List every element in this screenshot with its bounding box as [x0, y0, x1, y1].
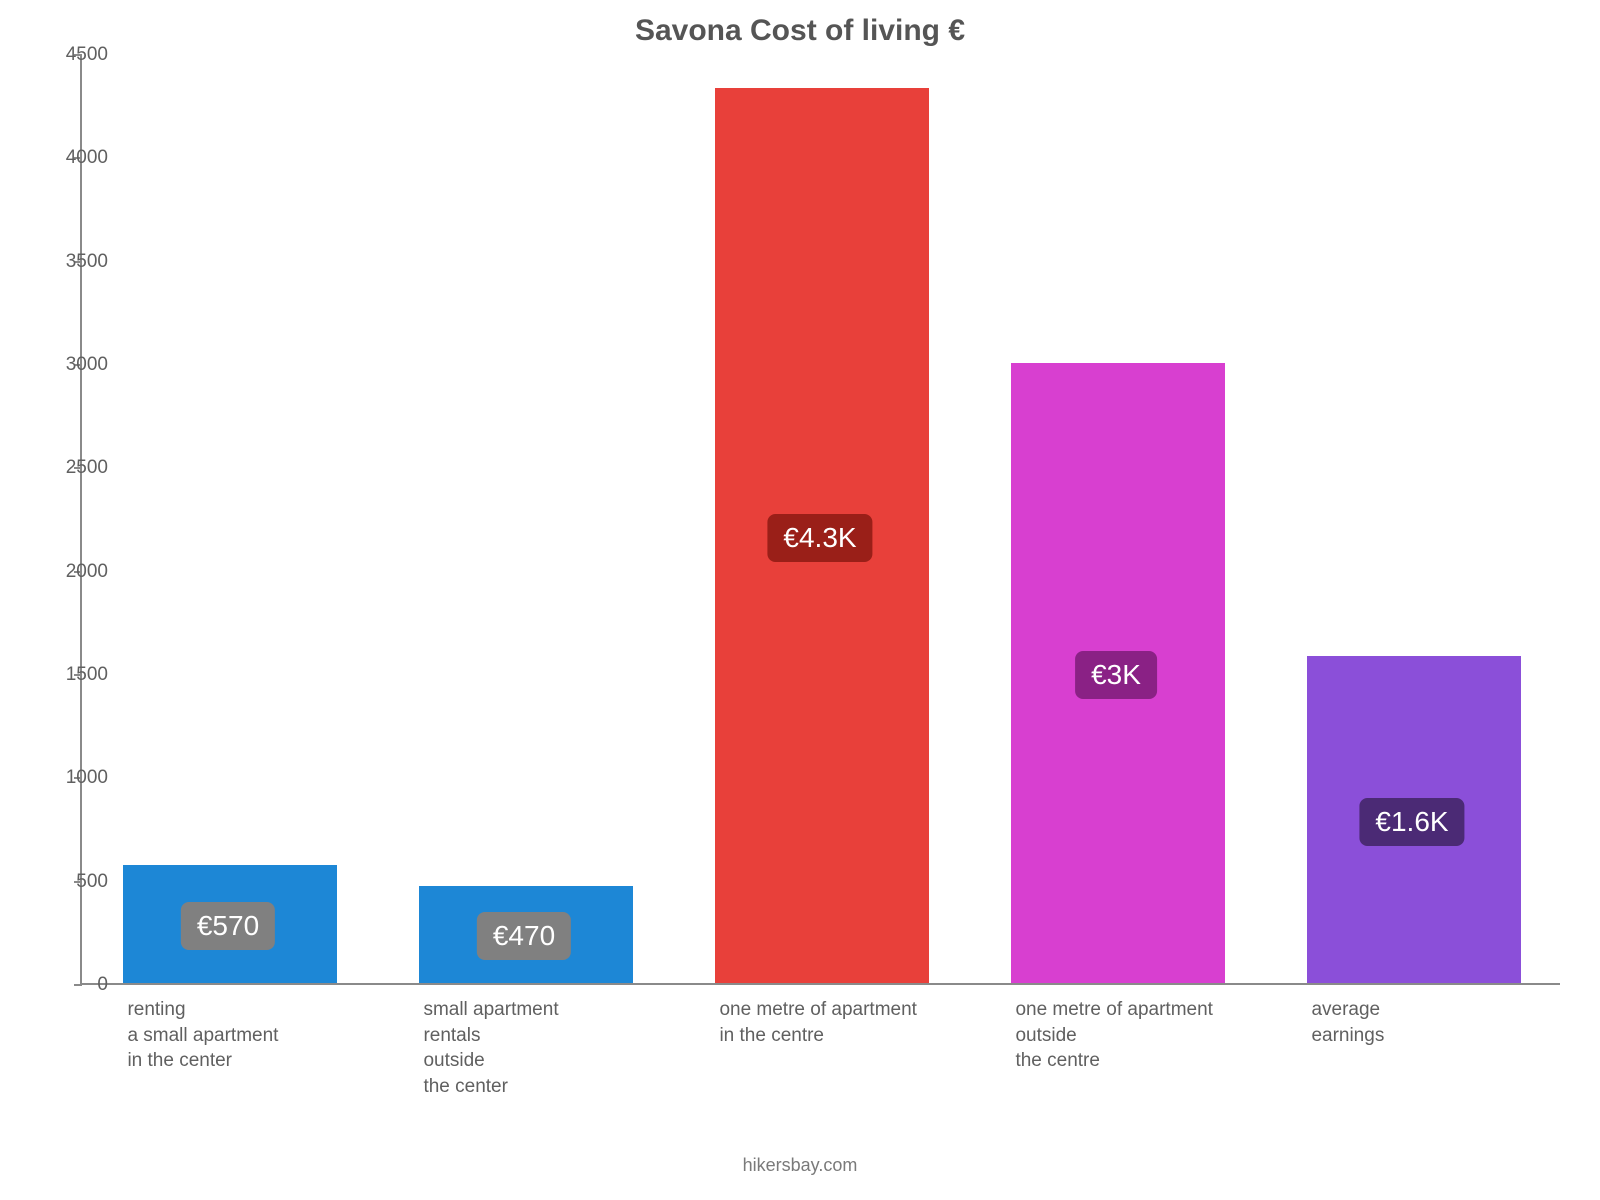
y-tick	[74, 984, 82, 986]
y-tick-label: 4500	[66, 44, 108, 66]
value-label: €1.6K	[1359, 798, 1464, 846]
chart-title: Savona Cost of living €	[0, 14, 1600, 48]
y-tick-label: 500	[76, 871, 108, 893]
y-tick-label: 3500	[66, 251, 108, 273]
y-tick-label: 2500	[66, 457, 108, 479]
y-tick-label: 0	[97, 974, 108, 996]
value-label: €570	[181, 902, 275, 950]
x-tick-label: renting a small apartment in the center	[127, 997, 278, 1074]
x-tick-label: small apartment rentals outside the cent…	[423, 997, 558, 1100]
source-footer: hikersbay.com	[0, 1155, 1600, 1176]
y-tick-label: 4000	[66, 147, 108, 169]
x-tick-label: one metre of apartment in the centre	[719, 997, 917, 1048]
y-tick-label: 2000	[66, 561, 108, 583]
y-tick-label: 3000	[66, 354, 108, 376]
value-label: €3K	[1075, 651, 1157, 699]
chart-container: Savona Cost of living € hikersbay.com 0 5…	[0, 0, 1600, 1200]
value-label: €4.3K	[767, 514, 872, 562]
x-tick-label: one metre of apartment outside the centr…	[1015, 997, 1213, 1074]
y-tick-label: 1000	[66, 767, 108, 789]
y-tick-label: 1500	[66, 664, 108, 686]
x-tick-label: average earnings	[1311, 997, 1384, 1048]
value-label: €470	[477, 912, 571, 960]
